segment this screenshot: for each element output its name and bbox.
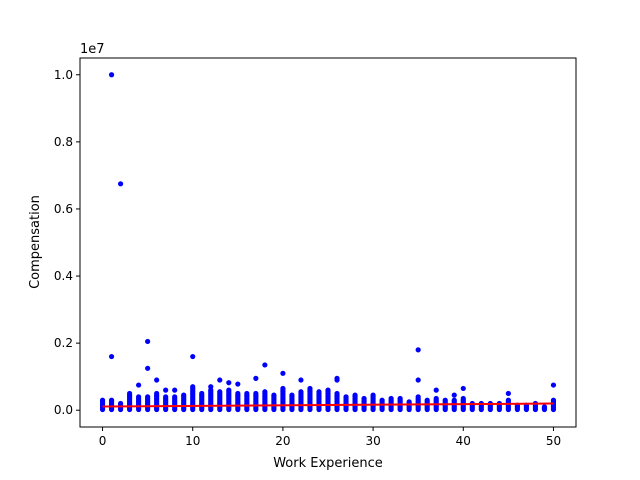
data-point (415, 377, 421, 383)
data-point (361, 395, 367, 402)
x-axis-label: Work Experience (273, 456, 383, 471)
data-point (325, 387, 331, 393)
data-point (379, 397, 385, 403)
data-point (154, 377, 160, 383)
data-point (253, 375, 259, 381)
data-point (154, 390, 160, 397)
regression-line-group (102, 402, 554, 408)
data-point (289, 392, 295, 398)
data-point (235, 381, 241, 387)
data-point (108, 397, 115, 403)
data-point (550, 382, 557, 388)
data-point (424, 397, 430, 403)
data-point (127, 390, 133, 397)
data-point (460, 395, 466, 402)
data-point (163, 394, 169, 400)
data-point (136, 382, 142, 388)
data-point (145, 338, 151, 345)
data-point (298, 389, 304, 395)
data-point (226, 380, 232, 386)
y-axis-offset-text: 1e7 (80, 42, 105, 57)
data-point (136, 394, 142, 400)
data-point (298, 377, 304, 383)
data-point (334, 377, 340, 383)
data-point (190, 353, 196, 360)
data-point (145, 394, 151, 400)
data-point (280, 385, 286, 392)
y-tick-label: 0.6 (54, 202, 73, 216)
x-tick-label: 20 (275, 434, 290, 448)
x-tick-label: 40 (456, 434, 471, 448)
data-point (226, 387, 232, 393)
data-point (163, 387, 169, 393)
y-tick-label: 0.8 (54, 135, 73, 149)
data-point (370, 392, 376, 398)
data-point (451, 397, 457, 403)
x-tick-label: 30 (365, 434, 380, 448)
data-point (108, 72, 115, 78)
data-point (172, 387, 178, 393)
data-point (217, 389, 223, 395)
data-point (145, 365, 151, 371)
data-point (199, 390, 205, 397)
data-point (108, 353, 115, 360)
data-point (406, 399, 412, 405)
y-tick-label: 0.2 (54, 336, 73, 350)
data-point (262, 389, 268, 395)
x-tick-label: 10 (185, 434, 200, 448)
data-point (271, 392, 277, 398)
y-tick-label: 0.0 (54, 403, 73, 417)
data-point (208, 384, 214, 390)
data-point (343, 394, 349, 400)
x-axis-ticks: 0 10 20 30 40 50 (99, 427, 561, 448)
y-tick-label: 0.4 (54, 269, 73, 283)
data-point (99, 397, 106, 403)
data-point (550, 397, 557, 403)
x-tick-label: 50 (546, 434, 561, 448)
data-point (505, 397, 511, 403)
data-point (307, 385, 313, 392)
data-point (433, 387, 439, 393)
data-point (172, 394, 178, 400)
data-point (388, 395, 394, 402)
data-points (99, 72, 557, 413)
data-point (334, 390, 340, 397)
data-point (262, 362, 268, 368)
data-point (235, 390, 241, 397)
data-point (415, 394, 421, 400)
data-point (397, 395, 403, 402)
data-point (433, 395, 439, 402)
y-axis-label: Compensation (28, 195, 43, 289)
data-point (451, 392, 457, 398)
data-point (117, 400, 124, 407)
data-point (505, 390, 511, 397)
data-point (280, 370, 286, 376)
data-point (415, 347, 421, 353)
regression-line (102, 402, 554, 408)
x-tick-label: 0 (99, 434, 107, 448)
data-point (541, 404, 548, 410)
data-point (442, 397, 448, 403)
data-point (217, 377, 223, 383)
data-point (244, 390, 250, 397)
data-point (352, 392, 358, 398)
data-point (316, 389, 322, 395)
plot-area-frame (79, 57, 577, 428)
data-point (460, 385, 466, 392)
data-point (181, 392, 187, 398)
data-point (117, 181, 124, 187)
data-point (190, 384, 196, 390)
data-point (253, 390, 259, 397)
y-tick-label: 1.0 (54, 68, 73, 82)
y-axis-ticks: 0.0 0.2 0.4 0.6 0.8 1.0 (54, 68, 80, 417)
